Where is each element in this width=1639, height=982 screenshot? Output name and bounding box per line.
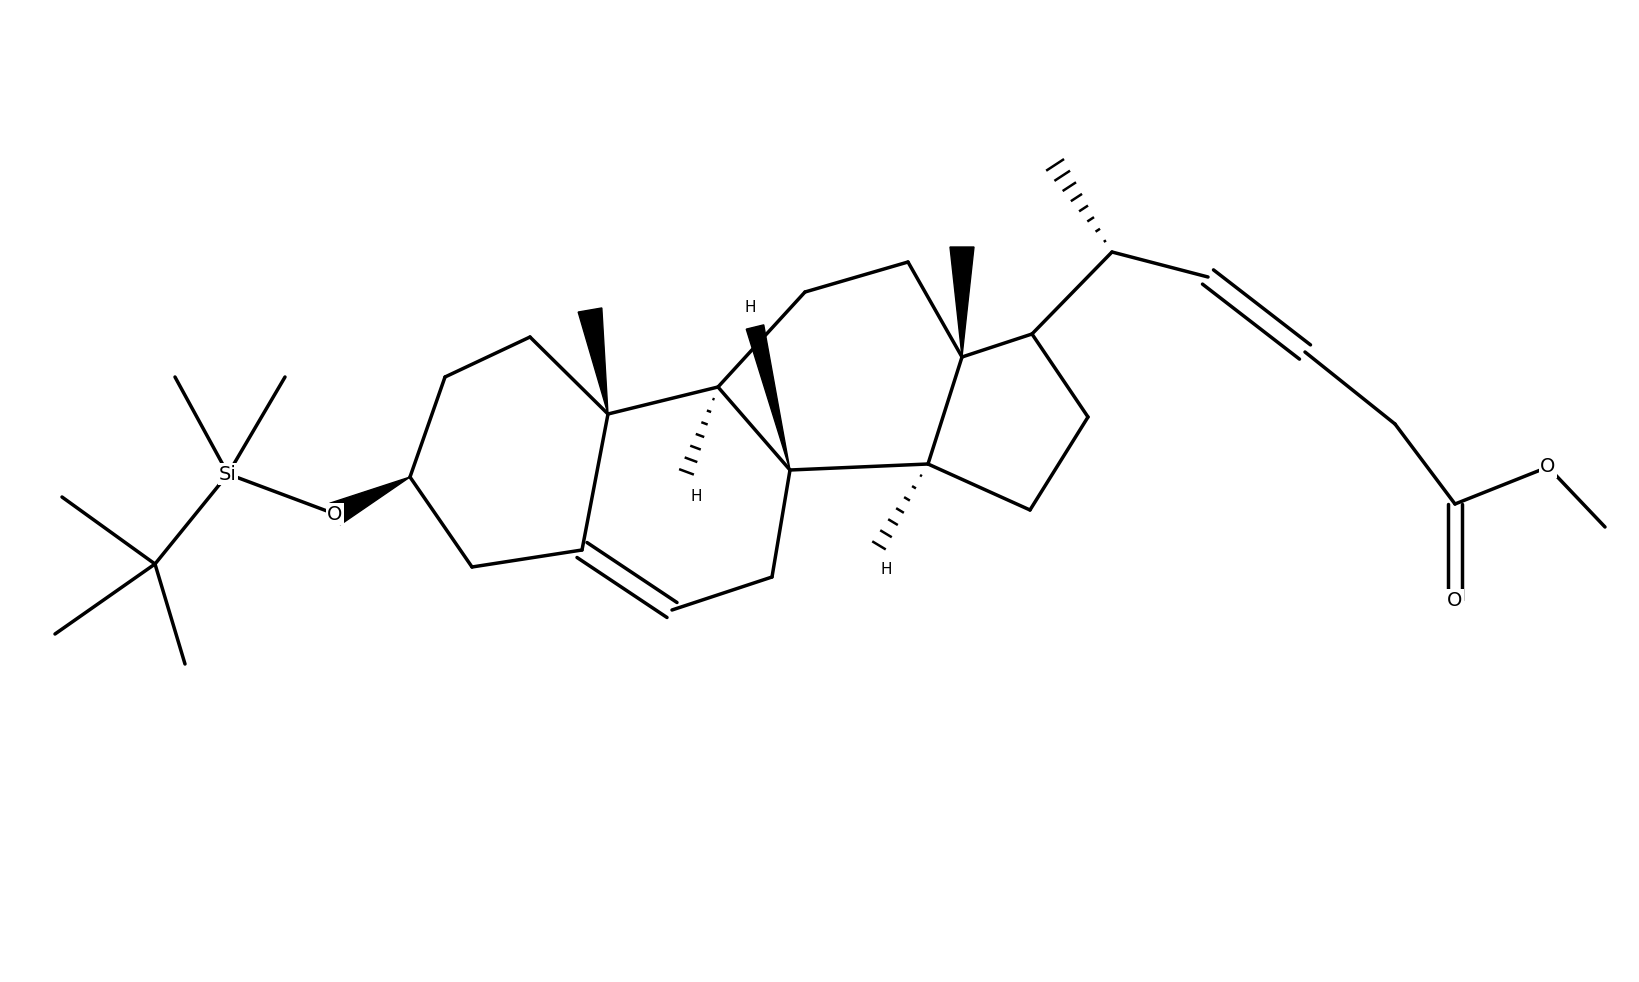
Polygon shape [746,325,790,470]
Text: H: H [744,300,756,315]
Text: O: O [1541,458,1555,476]
Text: O: O [328,505,343,523]
Text: H: H [880,562,892,577]
Text: H: H [690,489,701,504]
Polygon shape [329,477,410,524]
Polygon shape [579,308,608,414]
Text: O: O [1447,590,1462,610]
Polygon shape [951,247,974,357]
Text: Si: Si [220,464,238,483]
